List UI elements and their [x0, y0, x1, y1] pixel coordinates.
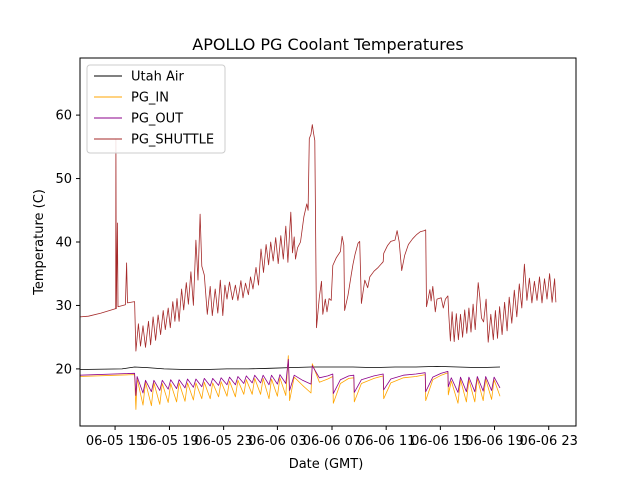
legend-label: PG_IN — [131, 91, 169, 106]
x-axis-label: Date (GMT) — [289, 457, 364, 472]
legend-label: PG_OUT — [131, 112, 183, 127]
y-tick-label: 50 — [55, 172, 72, 187]
y-tick-label: 30 — [55, 299, 72, 314]
y-axis-label: Temperature (C) — [32, 189, 47, 296]
legend-box — [86, 64, 226, 154]
x-tick-label: 06-05 15 — [86, 434, 144, 449]
x-tick-label: 06-06 07 — [303, 434, 361, 449]
legend: Utah Air PG_IN PG_OUT PG_SHUTTLE — [86, 64, 226, 154]
x-tick-label: 06-06 19 — [465, 434, 523, 449]
x-tick-label: 06-05 23 — [194, 434, 252, 449]
x-tick-label: 06-06 11 — [357, 434, 415, 449]
x-tick-label: 06-06 03 — [248, 434, 306, 449]
x-tick-label: 06-06 23 — [519, 434, 577, 449]
series-line-utah-air — [80, 365, 501, 370]
legend-label: PG_SHUTTLE — [131, 133, 214, 148]
y-tick-label: 20 — [55, 362, 72, 377]
chart-title: APOLLO PG Coolant Temperatures — [192, 35, 463, 54]
y-tick-label: 60 — [55, 109, 72, 124]
y-tick-label: 40 — [55, 236, 72, 251]
x-tick-label: 06-06 15 — [411, 434, 469, 449]
series-line-pg-shuttle — [80, 124, 557, 352]
legend-label: Utah Air — [131, 70, 184, 85]
x-tick-label: 06-05 19 — [140, 434, 198, 449]
y-axis: 20 30 40 50 60 — [55, 109, 80, 377]
series-layer — [80, 124, 557, 410]
series-line-pg-out — [80, 358, 501, 396]
